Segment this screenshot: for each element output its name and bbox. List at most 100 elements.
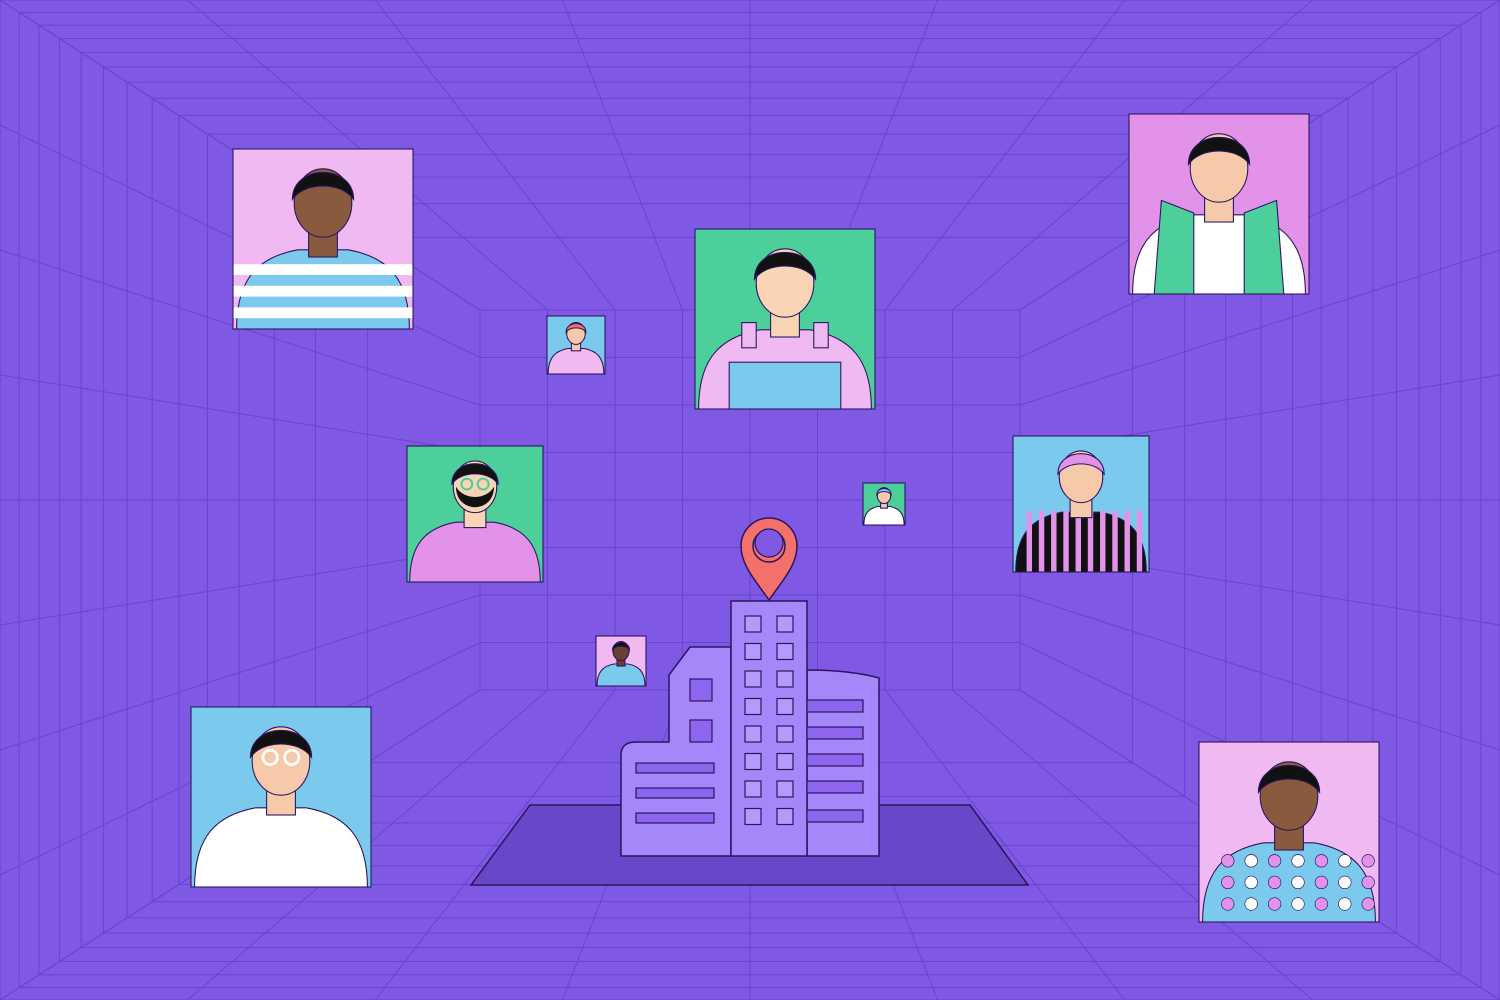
- shirt-dot: [1244, 875, 1258, 890]
- portrait-card: [406, 445, 544, 583]
- portrait-hair: [611, 641, 631, 652]
- scarf: [1243, 199, 1285, 294]
- portrait-frame: [1128, 113, 1310, 295]
- overall-bib: [728, 361, 842, 409]
- grid-line: [0, 374, 481, 453]
- window: [744, 670, 762, 688]
- strap: [741, 322, 757, 349]
- grid-line: [562, 0, 683, 311]
- shirt-stripe: [1026, 510, 1033, 572]
- shirt-stripe: [1136, 510, 1143, 572]
- shirt-stripe: [233, 307, 413, 319]
- shirt-dot: [1291, 854, 1305, 868]
- shirt-dot: [1361, 854, 1375, 868]
- portrait-card: [546, 315, 606, 375]
- shirt-dot: [1221, 854, 1235, 868]
- portrait-frame: [862, 482, 906, 526]
- glasses-icon: [283, 748, 301, 766]
- shirt-dot: [1314, 897, 1329, 911]
- shirt-dot: [1267, 897, 1282, 911]
- portrait-frame: [595, 635, 647, 687]
- shirt-stripe: [233, 285, 413, 297]
- window: [776, 642, 794, 661]
- grid-line: [374, 0, 616, 311]
- grid-line: [884, 0, 1126, 311]
- window: [744, 780, 762, 798]
- grid-line: [884, 689, 1126, 1000]
- portrait-hair: [565, 323, 587, 334]
- shirt-stripe: [1063, 510, 1069, 572]
- window: [744, 752, 762, 771]
- portrait-card: [1198, 741, 1380, 923]
- portrait-hair: [876, 487, 892, 497]
- window: [806, 809, 864, 823]
- portrait-card: [862, 482, 906, 526]
- window: [806, 726, 864, 740]
- portrait-body: [547, 347, 605, 374]
- portrait-hair: [1187, 136, 1251, 167]
- window: [776, 670, 794, 688]
- window: [744, 697, 762, 716]
- beard: [455, 486, 495, 508]
- window: [776, 807, 794, 826]
- grid-line: [952, 689, 1313, 1000]
- glasses-icon: [476, 477, 490, 491]
- window: [744, 642, 762, 661]
- shirt-stripe: [1100, 510, 1106, 572]
- portrait-body: [596, 663, 646, 686]
- portrait-card: [1128, 113, 1310, 295]
- window: [776, 780, 794, 798]
- portrait-card: [595, 635, 647, 687]
- window: [744, 725, 762, 743]
- shirt-dot: [1314, 875, 1329, 890]
- shirt-dot: [1361, 897, 1375, 911]
- window: [806, 753, 864, 767]
- grid-line: [0, 594, 481, 751]
- shirt-stripe: [1038, 510, 1045, 572]
- building-tower: [730, 600, 808, 857]
- portrait-card: [1012, 435, 1150, 573]
- grid-line: [1019, 594, 1500, 751]
- shirt-dot: [1291, 875, 1305, 890]
- window: [776, 725, 794, 743]
- window: [689, 719, 713, 743]
- shirt-dot: [1244, 897, 1258, 911]
- shirt-stripe: [1112, 510, 1118, 572]
- window: [635, 762, 715, 774]
- window: [776, 697, 794, 716]
- window: [776, 615, 794, 633]
- grid-line: [0, 547, 481, 626]
- portrait-frame: [1198, 741, 1380, 923]
- shirt-stripe: [233, 264, 413, 275]
- shirt-dot: [1361, 875, 1375, 890]
- portrait-collection: [190, 113, 1380, 923]
- shirt-dot: [1267, 854, 1282, 868]
- shirt-stripe: [1051, 510, 1057, 572]
- window: [635, 787, 715, 799]
- shirt-dot: [1267, 875, 1282, 890]
- window: [689, 678, 713, 702]
- grid-line: [374, 689, 616, 1000]
- grid-line: [1019, 249, 1500, 406]
- portrait-card: [232, 148, 414, 330]
- portrait-body: [194, 807, 368, 887]
- shirt-dot: [1221, 875, 1235, 890]
- portrait-hair: [1257, 764, 1321, 795]
- window: [744, 615, 762, 633]
- portrait-body: [863, 505, 905, 526]
- shirt-stripe: [1124, 510, 1130, 572]
- portrait-hair: [1057, 453, 1105, 476]
- window: [776, 752, 794, 771]
- office-building-icon: [620, 600, 880, 857]
- portrait-hair: [753, 251, 817, 282]
- shirt-dot: [1244, 854, 1258, 868]
- portrait-hair: [451, 463, 499, 486]
- window: [806, 699, 864, 713]
- shirt-dot: [1338, 875, 1352, 890]
- window: [635, 812, 715, 824]
- portrait-frame: [232, 148, 414, 330]
- window: [806, 780, 864, 794]
- portrait-frame: [190, 706, 372, 888]
- shirt-dot: [1291, 897, 1305, 911]
